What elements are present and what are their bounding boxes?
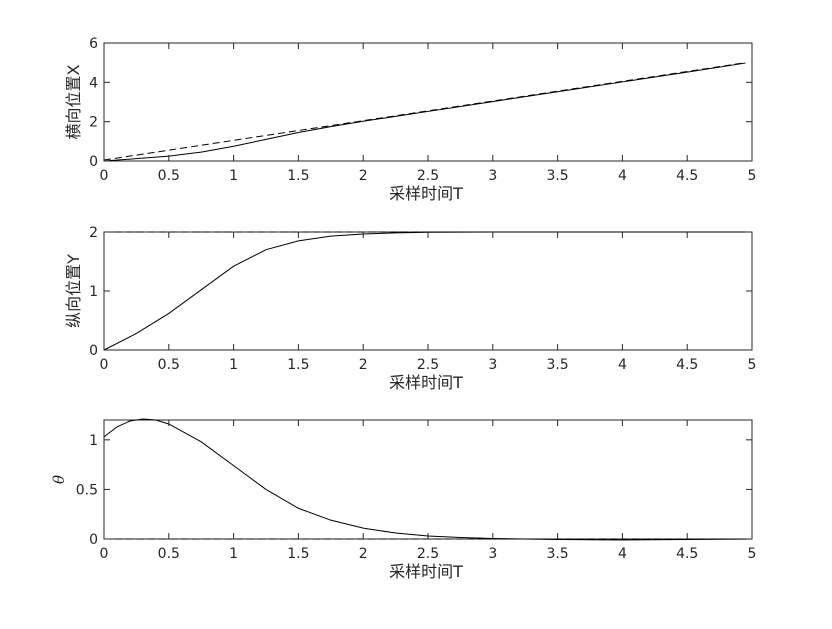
x-tick-label: 4 [618,546,627,562]
x-tick-label: 0 [100,168,109,184]
x-tick-label: 3 [488,546,497,562]
x-tick-label: 2 [359,357,368,373]
x-tick-label: 5 [748,546,757,562]
x-tick-label: 4.5 [676,357,698,373]
y-axis-label: θ [50,475,68,484]
x-tick-label: 2.5 [417,357,439,373]
x-tick-label: 3 [488,357,497,373]
series-line-solid-2 [103,231,746,351]
x-axis-label: 采样时间T [389,562,463,581]
x-tick-label: 1 [229,357,238,373]
x-axis-label: 采样时间T [389,373,463,392]
y-tick-label: 4 [89,75,98,91]
x-tick-label: 0.5 [158,546,180,562]
x-tick-label: 0.5 [158,168,180,184]
series-line-dashed-1 [103,62,746,161]
subplot-2: 0 0.5 1 1.5 2 2.5 3 3.5 4 4.5 5 0 1 2 采样时间T 纵向位置Y [64,225,756,392]
x-tick-label: 1 [229,168,238,184]
subplot-1: 0 0.5 1 1.5 2 2.5 3 3.5 4 4.5 5 0 2 4 6 采样时间T 横向位置X [64,36,756,203]
series-line-solid-1 [103,62,746,162]
y-tick-label: 1 [89,284,98,300]
y-tick-label: 0 [89,343,98,359]
x-tick-label: 2 [359,546,368,562]
x-tick-label: 0 [100,357,109,373]
y-tick-label: 0 [89,532,98,548]
x-tick-label: 3.5 [546,546,568,562]
y-tick-label: 2 [89,225,98,241]
x-tick-label: 5 [748,168,757,184]
y-axis-label: 纵向位置Y [64,254,83,328]
x-tick-label: 2.5 [417,546,439,562]
series-line-solid-3 [103,418,753,541]
y-tick-label: 0 [89,154,98,170]
x-tick-label: 3 [488,168,497,184]
axes-box-3 [103,419,753,540]
x-tick-label: 3.5 [546,168,568,184]
y-axis-label: 横向位置X [64,64,83,139]
axes-box-1 [103,42,753,162]
y-tick-label: 0.5 [76,482,98,498]
x-tick-label: 0.5 [158,357,180,373]
x-tick-label: 0 [100,546,109,562]
y-tick-label: 1 [89,433,98,449]
x-tick-label: 4 [618,168,627,184]
x-tick-label: 2 [359,168,368,184]
axes-box-2 [103,231,753,351]
x-tick-label: 4 [618,357,627,373]
x-tick-label: 5 [748,357,757,373]
x-tick-label: 4.5 [676,168,698,184]
x-axis-label: 采样时间T [389,184,463,203]
x-tick-label: 4.5 [676,546,698,562]
subplot-3: 0 0.5 1 1.5 2 2.5 3 3.5 4 4.5 5 0 0.5 1 采样时间T θ [50,418,757,581]
y-tick-label: 2 [89,115,98,131]
y-tick-label: 6 [89,36,98,52]
x-tick-label: 1.5 [287,357,309,373]
x-tick-label: 1.5 [287,546,309,562]
x-tick-label: 1 [229,546,238,562]
x-tick-label: 3.5 [546,357,568,373]
x-tick-label: 2.5 [417,168,439,184]
x-tick-label: 1.5 [287,168,309,184]
